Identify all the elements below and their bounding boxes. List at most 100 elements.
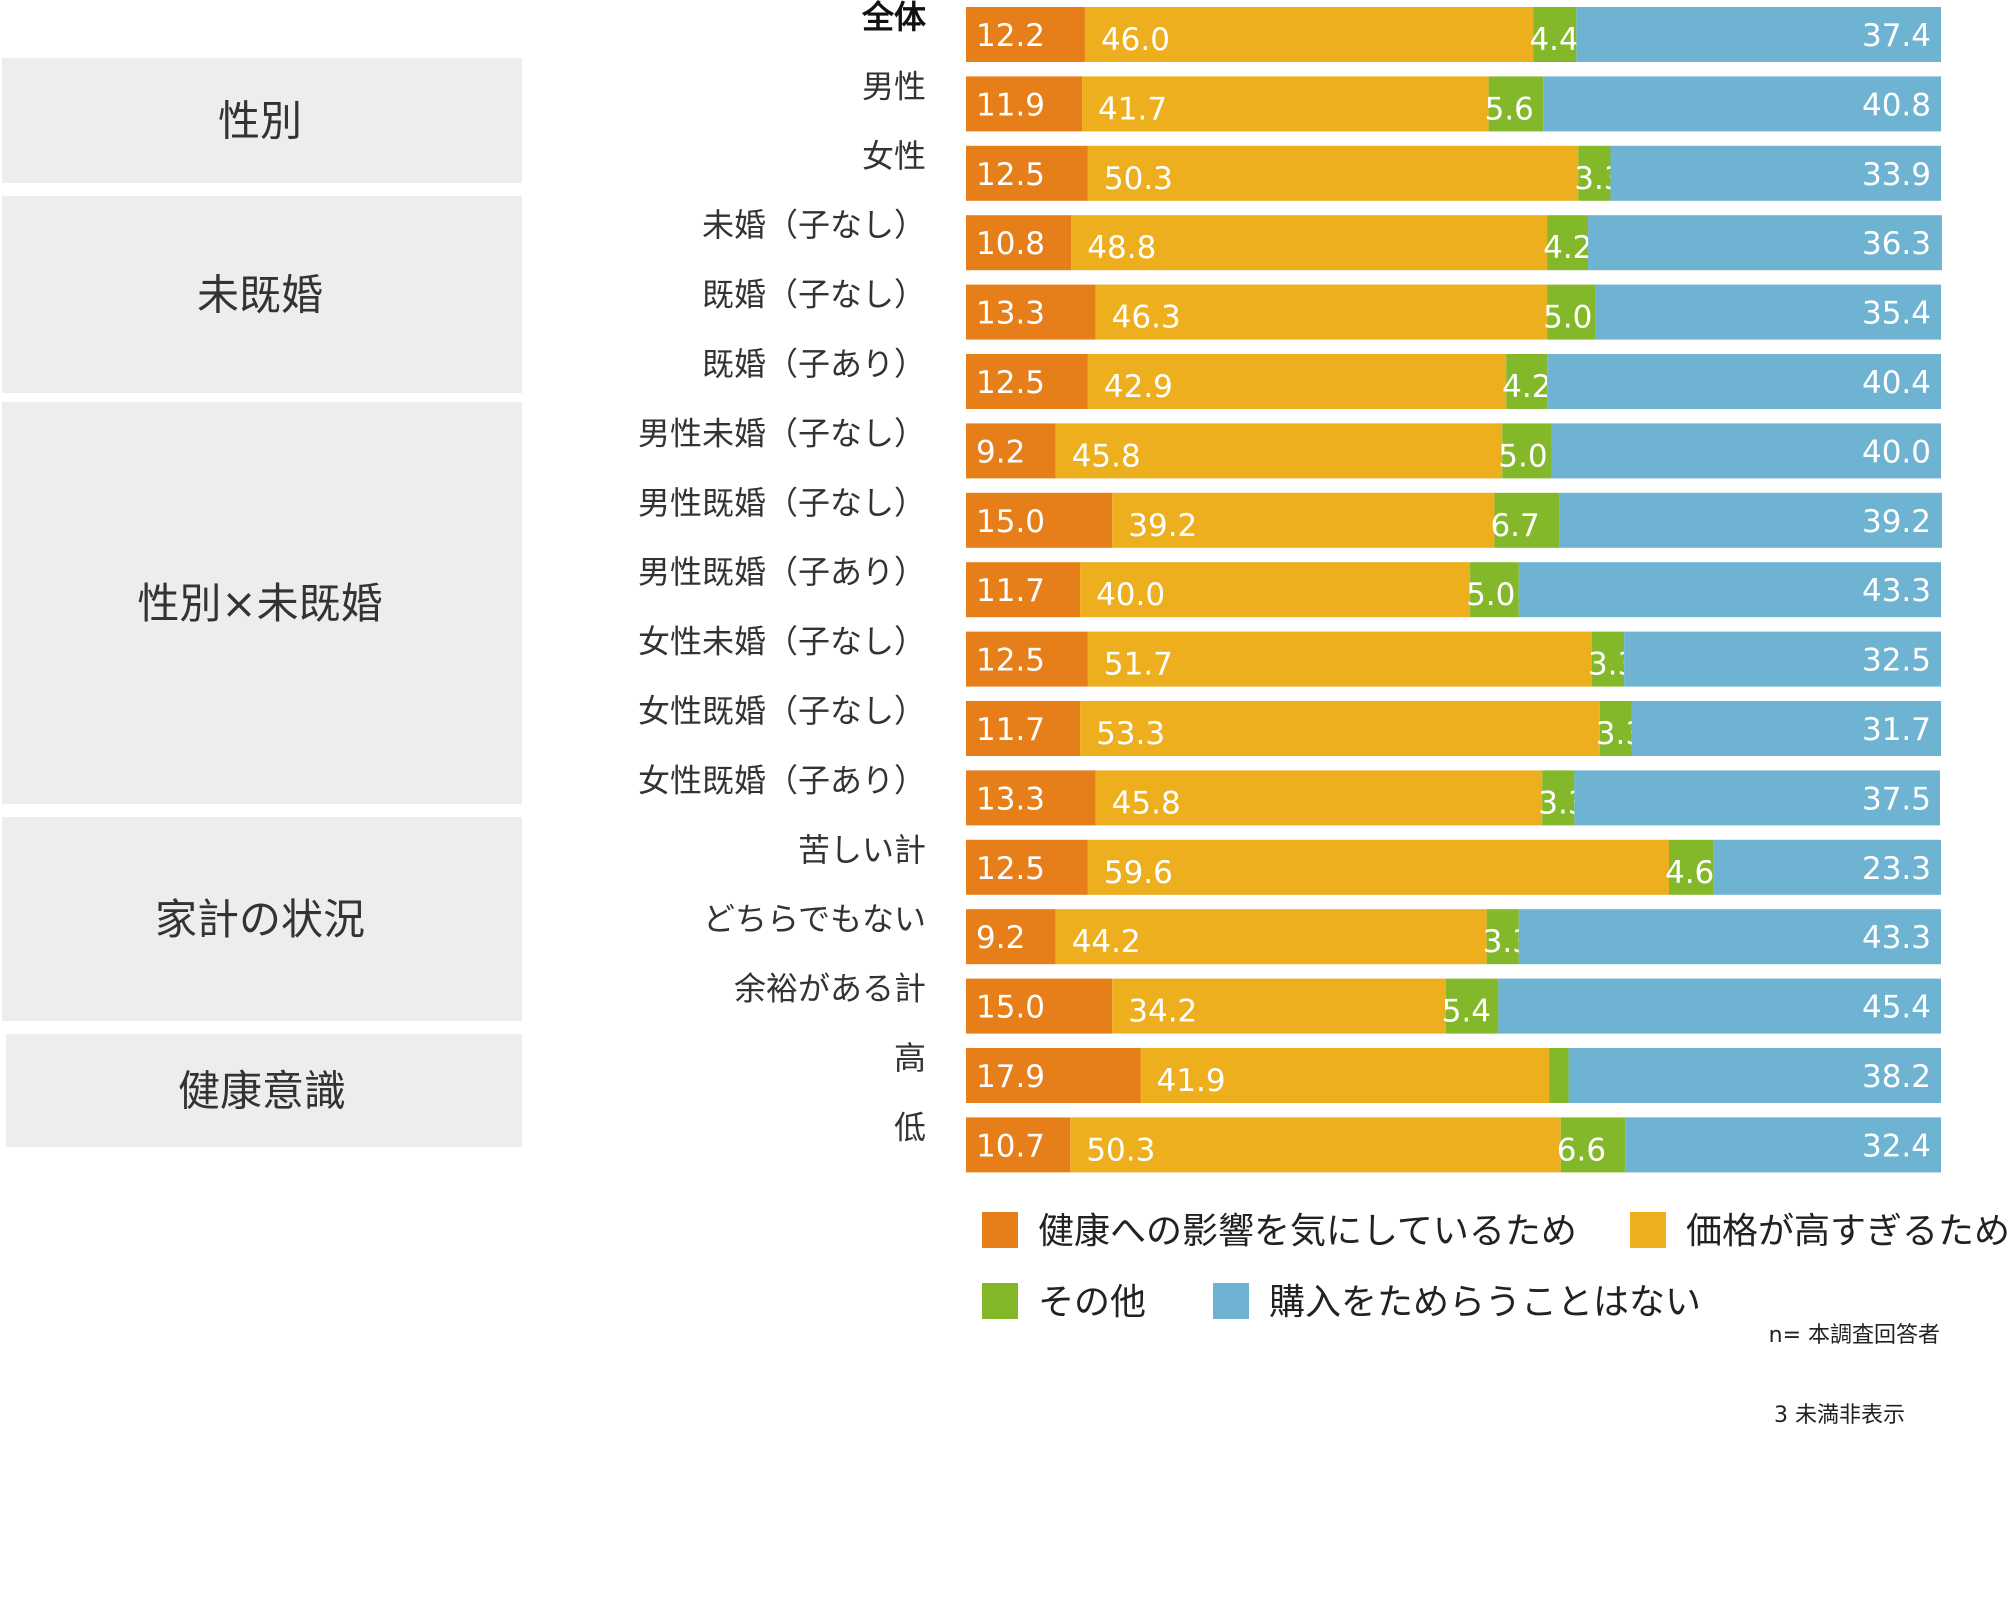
row-label: 男性既婚（子あり）: [638, 553, 926, 591]
bar-segment: [1588, 215, 1942, 271]
data-label: 32.4: [1862, 1128, 1931, 1164]
bar-segment: [1547, 215, 1589, 271]
row-label: 未婚（子なし）: [702, 206, 926, 244]
bar-segment: [1518, 909, 1941, 965]
bar-segment: [1551, 423, 1941, 479]
legend-label: 価格が高すぎるため: [1686, 1211, 2008, 1252]
footnote: n= 本調査回答者: [1769, 1323, 1940, 1348]
bar-segment: [966, 978, 1113, 1034]
bar-segment: [1055, 423, 1503, 479]
row-label: 全体: [861, 0, 926, 36]
bar-segment: [1576, 7, 1941, 62]
bar-segment: [1445, 978, 1499, 1034]
bar-segment: [966, 562, 1081, 618]
bar-segment: [1112, 492, 1495, 548]
group-label: 性別: [218, 97, 302, 146]
bar-segment: [1470, 562, 1519, 618]
data-label: 5.0: [1466, 577, 1515, 613]
legend-swatch: [1630, 1212, 1666, 1248]
row-label: 高: [894, 1039, 926, 1077]
footnote: 3 未満非表示: [1774, 1403, 1905, 1428]
bar-segment: [1087, 354, 1507, 409]
bar-segment: [966, 909, 1056, 965]
data-label: 31.7: [1862, 712, 1931, 748]
data-label: 12.5: [976, 643, 1045, 679]
data-label: 12.2: [976, 18, 1045, 54]
bar-segment: [966, 145, 1088, 201]
bar-segment: [1631, 701, 1941, 756]
notes: n= 本調査回答者 3 未満非表示: [1769, 1323, 1940, 1428]
bar-segment: [1547, 354, 1941, 409]
data-label: 37.5: [1862, 781, 1931, 817]
bar-segment: [966, 770, 1096, 826]
data-label: 45.8: [1112, 785, 1181, 821]
data-label: 17.9: [976, 1059, 1045, 1095]
row-label: 女性既婚（子あり）: [638, 761, 926, 799]
bars: 12.2 46.0 4.4 37.411.9 41.7 5.6 40.812.5 50.3 3.…: [966, 7, 1942, 1173]
data-label: 6.6: [1557, 1132, 1606, 1168]
legend-label: 健康への影響を気にしているため: [1038, 1211, 1577, 1252]
bar-segment: [966, 492, 1113, 548]
bar-segment: [1599, 701, 1632, 756]
data-label: 5.0: [1543, 300, 1592, 336]
bar-segment: [1502, 423, 1551, 479]
bar-segment: [966, 76, 1083, 132]
data-label: 6.7: [1490, 508, 1539, 544]
bar-segment: [1498, 978, 1941, 1034]
data-label: 41.9: [1157, 1063, 1226, 1099]
group-box-2: [2, 402, 522, 804]
bar-segment: [966, 423, 1056, 479]
data-label: 43.3: [1862, 573, 1931, 609]
data-label: 40.0: [1096, 577, 1165, 613]
bar-segment: [966, 215, 1072, 271]
data-label: 23.3: [1862, 851, 1931, 887]
row-label: 女性既婚（子なし）: [638, 692, 926, 730]
bar-segment: [1095, 770, 1543, 826]
bar-segment: [966, 1117, 1071, 1173]
bar-segment: [1533, 7, 1577, 62]
row-label: 苦しい計: [798, 831, 926, 869]
bar-segment: [1568, 1048, 1941, 1103]
row-label: 男性: [862, 67, 926, 105]
bar-segment: [1625, 1117, 1941, 1173]
bar-segment: [1087, 631, 1592, 687]
bar-segment: [1543, 76, 1941, 132]
row-label: 低: [894, 1108, 926, 1146]
legend-swatch: [982, 1283, 1018, 1319]
data-label: 10.7: [976, 1128, 1045, 1164]
data-label: 12.5: [976, 851, 1045, 887]
bar-segment: [1494, 492, 1560, 548]
group-box-1: [2, 196, 522, 393]
group-label: 性別×未既婚: [137, 579, 382, 628]
bar-segment: [1610, 145, 1941, 201]
data-label: 40.0: [1862, 434, 1931, 470]
data-label: 45.8: [1072, 438, 1141, 474]
data-label: 11.7: [976, 712, 1045, 748]
bar-segment: [1488, 76, 1544, 132]
data-label: 4.6: [1665, 855, 1714, 891]
data-label: 15.0: [976, 504, 1045, 540]
data-label: 5.4: [1442, 994, 1491, 1030]
data-label: 4.2: [1543, 230, 1592, 266]
row-label: 男性既婚（子なし）: [638, 484, 926, 522]
bar-segment: [1084, 7, 1534, 62]
bar-segment: [1518, 562, 1941, 618]
group-label: 家計の状況: [155, 895, 365, 944]
data-label: 51.7: [1104, 647, 1173, 683]
row-label: 既婚（子なし）: [702, 276, 926, 314]
bar-segment: [1095, 284, 1548, 340]
bar-segment: [1112, 978, 1446, 1034]
data-label: 40.4: [1862, 365, 1931, 401]
row-label: 女性未婚（子なし）: [638, 623, 926, 661]
data-label: 4.4: [1529, 22, 1578, 58]
bar-segment: [1080, 562, 1471, 618]
data-label: 53.3: [1096, 716, 1165, 752]
data-label: 50.3: [1104, 161, 1173, 197]
data-label: 43.3: [1862, 920, 1931, 956]
bar-segment: [1087, 145, 1579, 201]
bar-segment: [1624, 631, 1941, 687]
group-label: 未既婚: [197, 271, 323, 320]
